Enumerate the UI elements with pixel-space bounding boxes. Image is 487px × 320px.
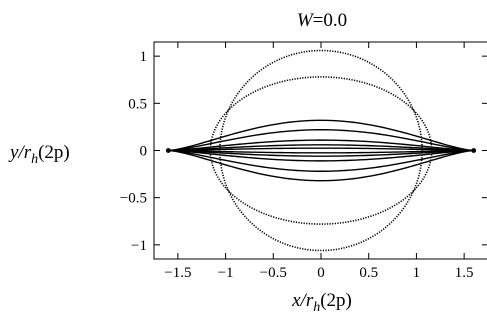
curves [165, 49, 477, 252]
x-axis-label: x/rh(2p) [291, 290, 352, 315]
curve-7 [168, 147, 474, 154]
y-axis-label: y/rh(2p) [8, 142, 70, 167]
x-tick-label: −0.5 [260, 265, 287, 281]
tick-labels: −1.5 −1 −0.5 0 0.5 1 1.5 −1 −0.5 0 0.5 1 [120, 49, 474, 281]
y-tick-label: −0.5 [120, 191, 147, 207]
x-tick-label: 1.5 [455, 265, 474, 281]
tip-point [165, 148, 171, 153]
curve-4 [168, 129, 474, 172]
curve-3 [168, 119, 474, 182]
x-tick-label: 0.5 [359, 265, 378, 281]
curve-1 [219, 49, 423, 252]
chart-title-var: W [297, 10, 315, 31]
curve-2 [209, 76, 433, 225]
chart-title-eq: =0.0 [313, 10, 347, 31]
y-tick-label: −1 [131, 238, 147, 254]
y-tick-label: 0.5 [128, 96, 147, 112]
axis-ticks [154, 42, 487, 259]
y-tick-label: 0 [140, 144, 148, 160]
tip-point [471, 148, 477, 153]
y-tick-label: 1 [140, 49, 148, 65]
x-tick-label: −1.5 [164, 265, 191, 281]
chart-title: W=0.0 [297, 10, 347, 31]
x-tick-label: 0 [317, 265, 325, 281]
x-tick-label: 1 [413, 265, 421, 281]
curve-5 [168, 139, 474, 162]
curve-6 [168, 144, 474, 157]
x-tick-label: −1 [218, 265, 234, 281]
